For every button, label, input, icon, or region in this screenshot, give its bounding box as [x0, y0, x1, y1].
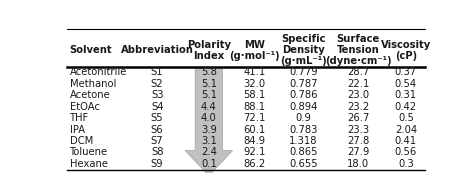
- Text: 0.655: 0.655: [289, 159, 318, 169]
- Text: 0.37: 0.37: [395, 67, 417, 77]
- Text: S5: S5: [151, 113, 164, 123]
- Text: Polarity
Index: Polarity Index: [187, 40, 231, 61]
- Text: Surface
Tension
(dyne·cm⁻¹): Surface Tension (dyne·cm⁻¹): [325, 34, 392, 66]
- Text: Solvent: Solvent: [70, 45, 112, 55]
- Text: 22.1: 22.1: [347, 79, 369, 89]
- Text: 5.1: 5.1: [201, 90, 217, 100]
- Text: 18.0: 18.0: [347, 159, 369, 169]
- Text: 92.1: 92.1: [244, 147, 266, 158]
- Text: IPA: IPA: [70, 125, 85, 135]
- Text: S9: S9: [151, 159, 164, 169]
- Text: 0.1: 0.1: [201, 159, 217, 169]
- Text: THF: THF: [70, 113, 89, 123]
- Text: MW
(g·mol⁻¹): MW (g·mol⁻¹): [229, 40, 280, 61]
- Text: 28.7: 28.7: [347, 67, 369, 77]
- Text: 86.2: 86.2: [244, 159, 266, 169]
- Text: 2.04: 2.04: [395, 125, 417, 135]
- Text: Specific
Density
(g·mL⁻¹): Specific Density (g·mL⁻¹): [280, 34, 327, 66]
- Text: S3: S3: [151, 90, 164, 100]
- Text: 23.0: 23.0: [347, 90, 369, 100]
- Text: 72.1: 72.1: [244, 113, 266, 123]
- Text: 5.8: 5.8: [201, 67, 217, 77]
- Text: S6: S6: [151, 125, 164, 135]
- Text: 0.54: 0.54: [395, 79, 417, 89]
- Text: 0.865: 0.865: [289, 147, 318, 158]
- Text: 0.56: 0.56: [395, 147, 417, 158]
- Text: Acetonitrile: Acetonitrile: [70, 67, 127, 77]
- Text: 0.5: 0.5: [398, 113, 414, 123]
- Text: S7: S7: [151, 136, 164, 146]
- Text: 0.786: 0.786: [289, 90, 318, 100]
- Text: 60.1: 60.1: [244, 125, 266, 135]
- Text: 58.1: 58.1: [244, 90, 266, 100]
- Text: 0.42: 0.42: [395, 102, 417, 112]
- Text: 4.0: 4.0: [201, 113, 217, 123]
- Text: Abbreviation: Abbreviation: [121, 45, 193, 55]
- Text: Acetone: Acetone: [70, 90, 110, 100]
- Text: 0.894: 0.894: [289, 102, 318, 112]
- Text: 0.41: 0.41: [395, 136, 417, 146]
- Text: 26.7: 26.7: [347, 113, 369, 123]
- Text: 0.9: 0.9: [295, 113, 311, 123]
- Text: EtOAc: EtOAc: [70, 102, 100, 112]
- Polygon shape: [185, 67, 233, 176]
- Text: 3.9: 3.9: [201, 125, 217, 135]
- Text: 23.3: 23.3: [347, 125, 369, 135]
- Text: 5.1: 5.1: [201, 79, 217, 89]
- Text: S2: S2: [151, 79, 164, 89]
- Text: 23.2: 23.2: [347, 102, 369, 112]
- Text: 0.779: 0.779: [289, 67, 318, 77]
- Text: 27.8: 27.8: [347, 136, 369, 146]
- Text: S4: S4: [151, 102, 164, 112]
- Text: S1: S1: [151, 67, 164, 77]
- Text: 1.318: 1.318: [289, 136, 318, 146]
- Text: Methanol: Methanol: [70, 79, 116, 89]
- Text: 41.1: 41.1: [244, 67, 266, 77]
- Text: Hexane: Hexane: [70, 159, 108, 169]
- Text: Viscosity
(cP): Viscosity (cP): [381, 40, 431, 61]
- Text: 2.4: 2.4: [201, 147, 217, 158]
- Text: 88.1: 88.1: [244, 102, 266, 112]
- Text: S8: S8: [151, 147, 164, 158]
- Text: Toluene: Toluene: [70, 147, 108, 158]
- Text: 32.0: 32.0: [244, 79, 266, 89]
- Text: 4.4: 4.4: [201, 102, 217, 112]
- Text: 0.31: 0.31: [395, 90, 417, 100]
- Text: 84.9: 84.9: [244, 136, 266, 146]
- Text: 0.783: 0.783: [289, 125, 318, 135]
- Text: 0.787: 0.787: [289, 79, 318, 89]
- Text: 3.1: 3.1: [201, 136, 217, 146]
- Text: DCM: DCM: [70, 136, 93, 146]
- Text: 0.3: 0.3: [398, 159, 414, 169]
- Text: 27.9: 27.9: [347, 147, 369, 158]
